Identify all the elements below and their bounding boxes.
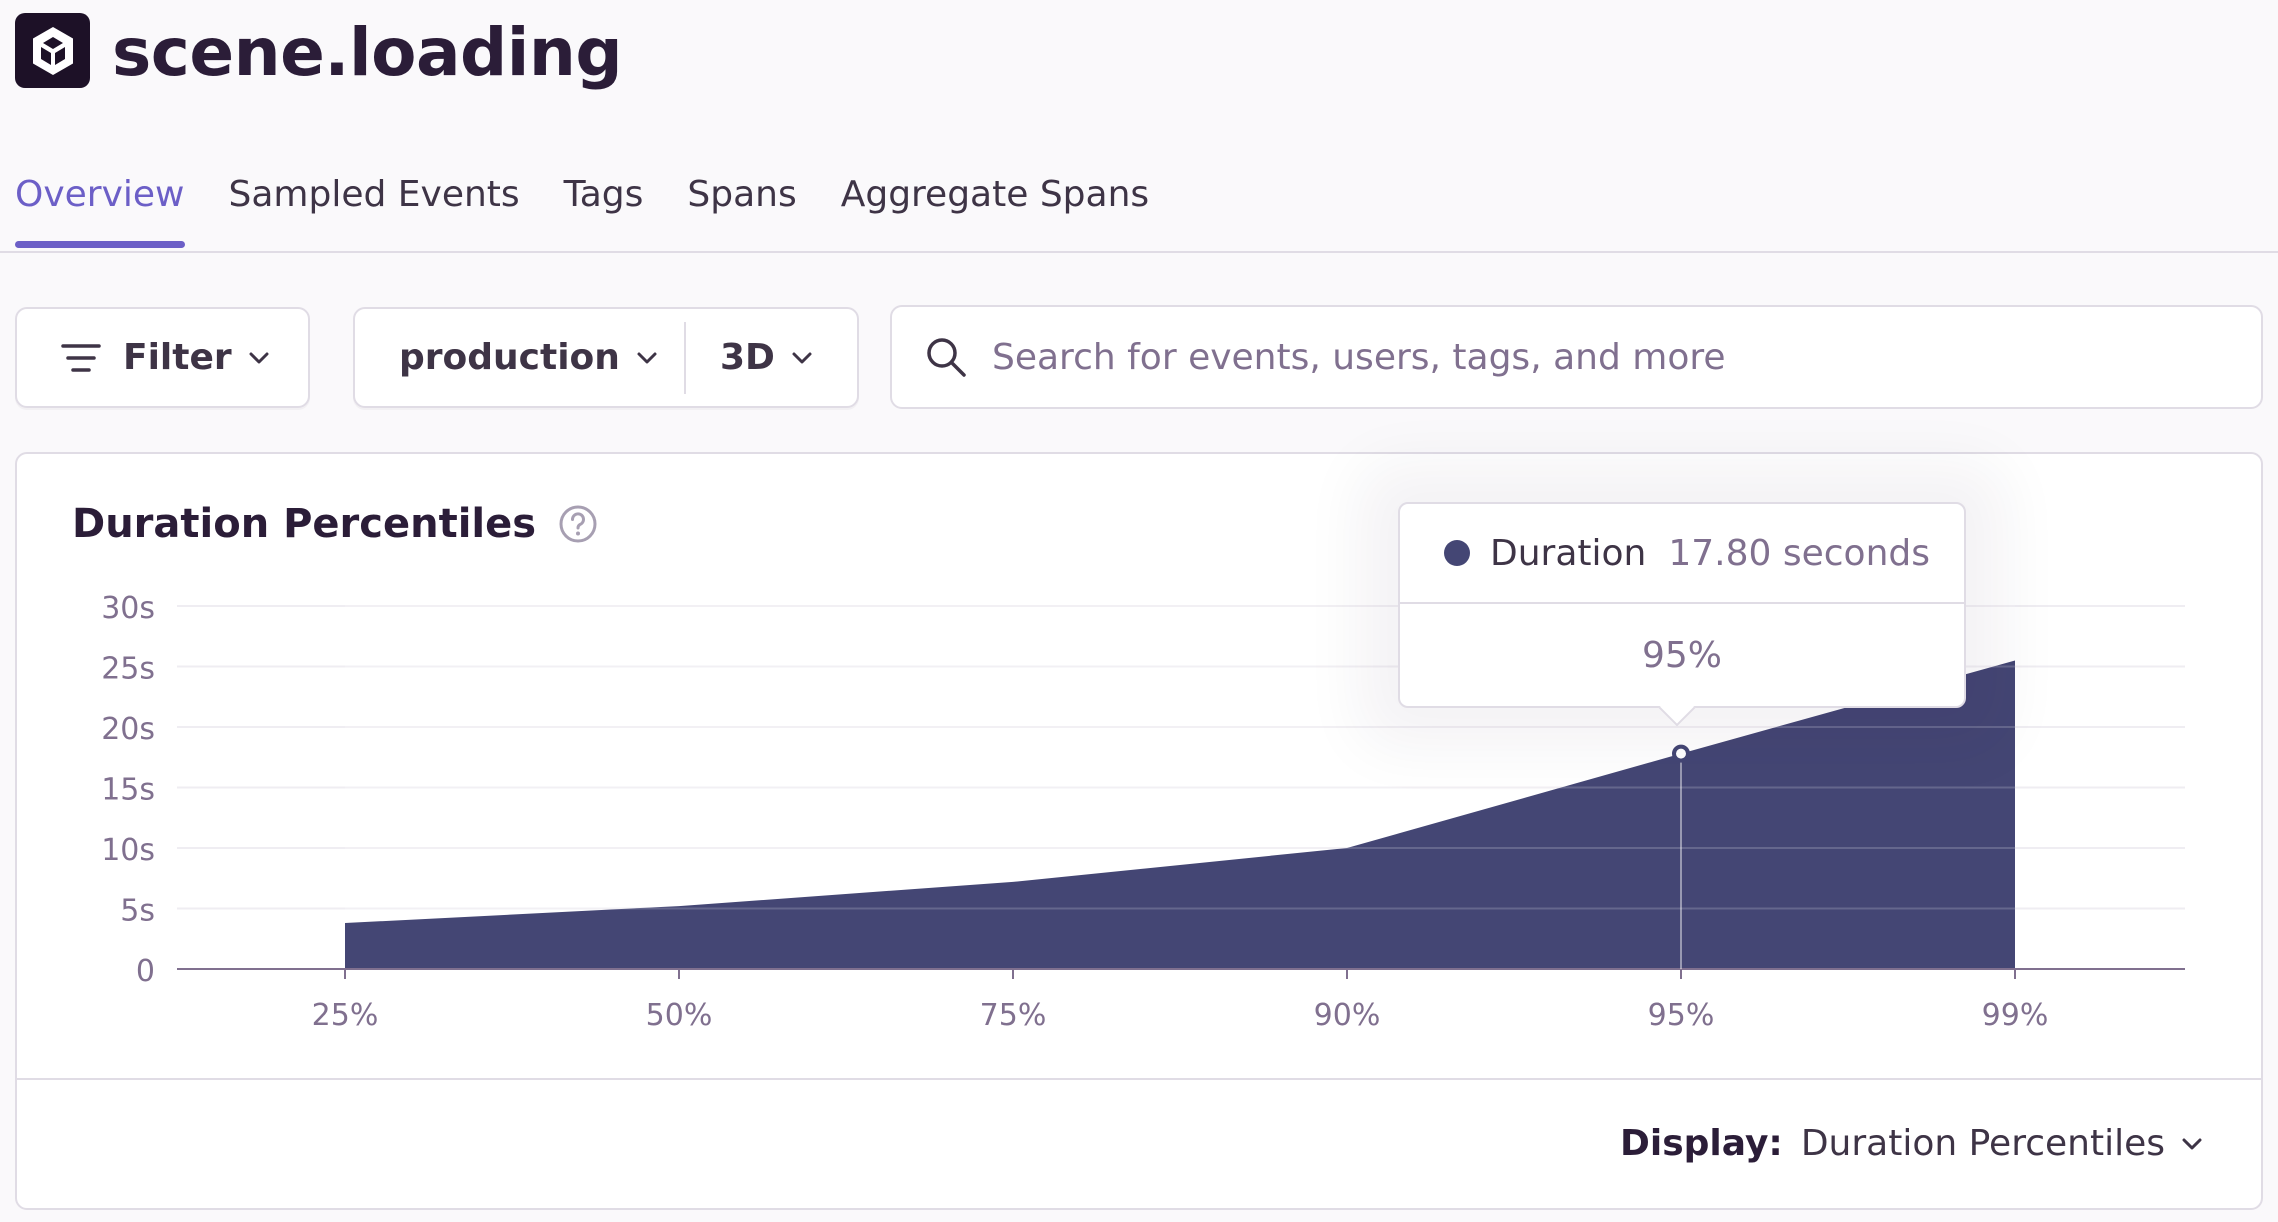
- duration-area-series: [345, 660, 2015, 969]
- hover-point: [1672, 744, 1690, 763]
- tab-spans[interactable]: Spans: [687, 174, 797, 215]
- filter-lines-icon: [61, 343, 101, 372]
- display-label: Display:: [1620, 1123, 1783, 1164]
- display-value: Duration Percentiles: [1800, 1123, 2165, 1164]
- y-tick-label: 10s: [101, 833, 155, 868]
- x-tick-label: 75%: [980, 998, 1047, 1033]
- page-title: scene.loading: [112, 14, 623, 91]
- tab-aggregate-spans[interactable]: Aggregate Spans: [840, 174, 1150, 215]
- search-bar: [890, 305, 2263, 409]
- x-tick-label: 95%: [1648, 998, 1715, 1033]
- tooltip-x-label: 95%: [1641, 634, 1722, 676]
- chart-tooltip: Duration 17.80 seconds 95%: [1398, 502, 1966, 727]
- unity-cube-icon: [15, 13, 90, 88]
- chart-title: Duration Percentiles: [72, 494, 598, 554]
- tooltip-series-row: Duration 17.80 seconds: [1400, 504, 1964, 604]
- tab-bar: Overview Sampled Events Tags Spans Aggre…: [15, 165, 1193, 248]
- chevron-down-icon: [637, 352, 657, 363]
- series-color-dot: [1444, 540, 1470, 566]
- x-tick-label: 99%: [1982, 998, 2049, 1033]
- y-tick-label: 30s: [101, 591, 155, 626]
- tooltip-value: 17.80 seconds: [1668, 532, 1931, 574]
- filter-label: Filter: [123, 337, 232, 378]
- chevron-down-icon: [2182, 1138, 2202, 1150]
- panel-footer-divider: [17, 1078, 2261, 1080]
- y-tick-label: 15s: [101, 773, 155, 808]
- environment-period-selector: production 3D: [353, 307, 859, 408]
- y-tick-label: 20s: [101, 712, 155, 747]
- tooltip-series-name: Duration: [1490, 532, 1647, 574]
- tab-sampled-events[interactable]: Sampled Events: [228, 174, 520, 215]
- x-tick-label: 50%: [646, 998, 713, 1033]
- period-label: 3D: [720, 337, 775, 378]
- search-input[interactable]: [992, 336, 2192, 378]
- y-tick-label: 25s: [101, 652, 155, 687]
- chart-title-text: Duration Percentiles: [72, 501, 537, 547]
- period-dropdown[interactable]: 3D: [686, 309, 813, 406]
- x-tick-label: 25%: [312, 998, 379, 1033]
- tab-overview[interactable]: Overview: [15, 165, 185, 248]
- environment-dropdown[interactable]: production: [355, 309, 684, 406]
- y-tick-label: 5s: [120, 894, 155, 929]
- page-header: scene.loading Overview Sampled Events Ta…: [0, 0, 2278, 253]
- filter-button[interactable]: Filter: [15, 307, 310, 408]
- search-icon: [927, 338, 966, 377]
- help-icon[interactable]: [558, 504, 598, 544]
- display-selector[interactable]: Display: Duration Percentiles: [1620, 1114, 2203, 1174]
- chevron-down-icon: [249, 352, 269, 363]
- environment-label: production: [399, 337, 620, 378]
- x-tick-label: 90%: [1314, 998, 1381, 1033]
- divider: [684, 321, 686, 394]
- tab-tags[interactable]: Tags: [563, 174, 644, 215]
- chevron-down-icon: [792, 352, 812, 363]
- y-tick-label: 0: [136, 954, 155, 989]
